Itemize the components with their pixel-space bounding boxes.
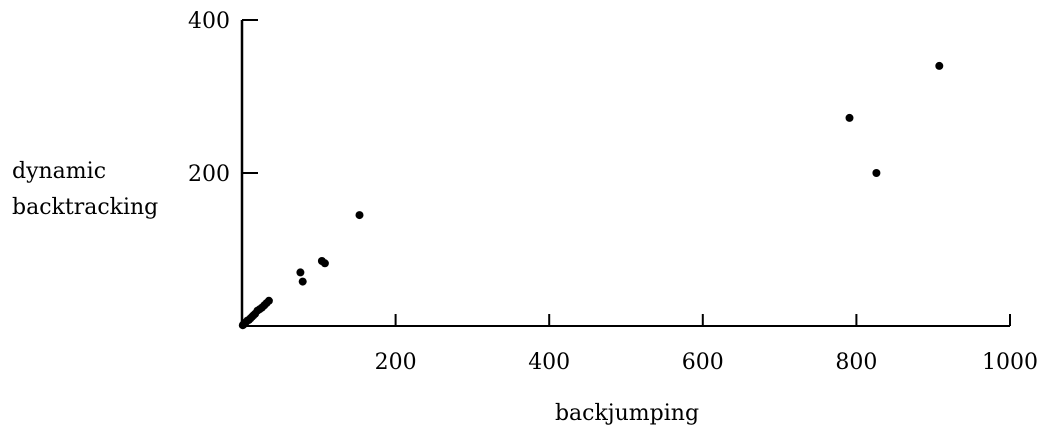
data-point xyxy=(845,113,854,122)
axes xyxy=(240,20,1010,327)
data-point xyxy=(298,277,307,286)
data-point xyxy=(296,268,305,277)
data-points xyxy=(238,61,944,330)
x-tick-label: 600 xyxy=(682,350,724,375)
x-tick-label: 400 xyxy=(528,350,570,375)
y-tick-label: 200 xyxy=(188,162,230,187)
y-axis-label-line-2: backtracking xyxy=(12,195,159,220)
x-tick-label: 1000 xyxy=(982,350,1038,375)
ticks xyxy=(242,19,1011,326)
data-point xyxy=(355,211,364,220)
data-point xyxy=(935,61,944,70)
data-point xyxy=(320,259,329,268)
tick-labels: 200 400 600 800 1000 200 400 xyxy=(188,9,1038,375)
x-tick-label: 800 xyxy=(835,350,877,375)
x-tick-label: 200 xyxy=(375,350,417,375)
data-point xyxy=(872,169,881,177)
y-axis-label-line-1: dynamic xyxy=(12,159,107,184)
y-tick-label: 400 xyxy=(188,9,230,34)
data-point xyxy=(264,296,273,305)
x-axis-label: backjumping xyxy=(554,401,700,426)
